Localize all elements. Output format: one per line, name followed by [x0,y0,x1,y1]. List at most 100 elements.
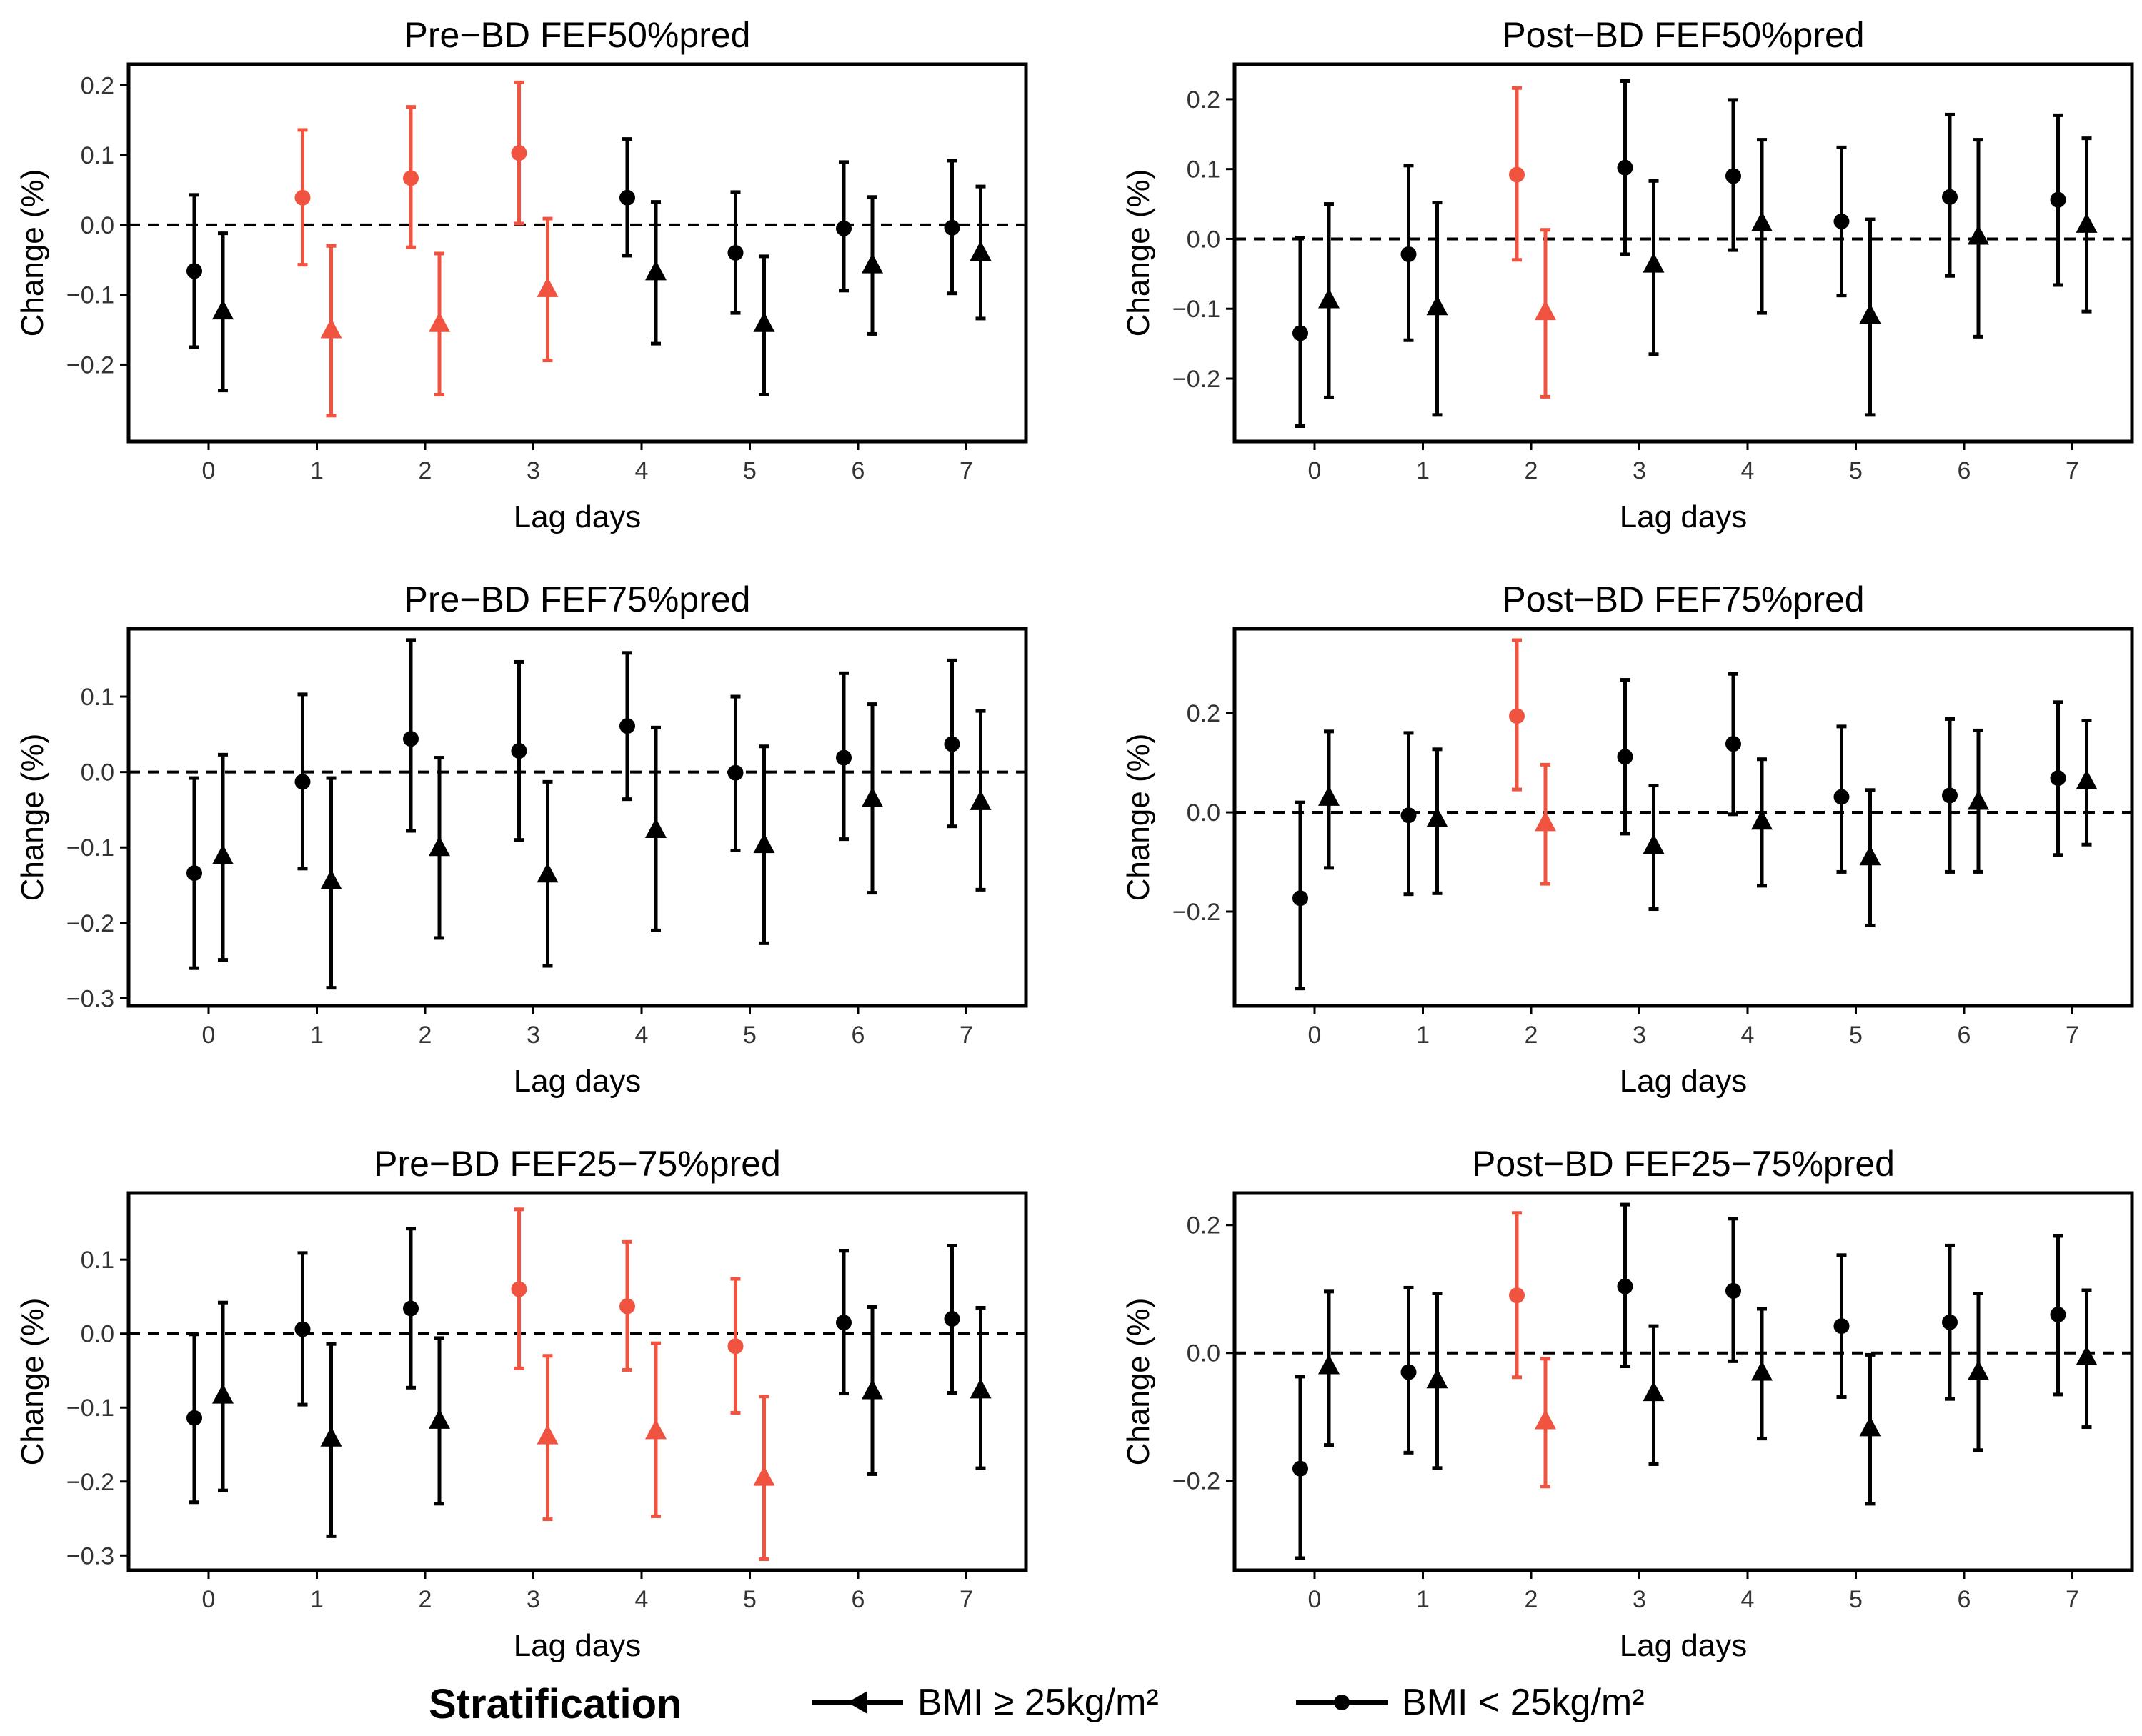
triangle-marker [1427,295,1448,315]
triangle-marker [429,312,450,332]
circle-marker [1509,1287,1525,1303]
estimate-bmi-low [1618,680,1633,834]
x-tick-label: 4 [635,1022,649,1049]
circle-marker [945,737,960,752]
estimate-bmi-low [1725,100,1741,250]
legend-label-bmi-low: BMI < 25kg/m² [1402,1681,1645,1724]
triangle-marker [754,833,775,853]
estimate-bmi-high [1427,1294,1448,1468]
triangle-marker-icon [807,1677,907,1727]
estimate-bmi-low [945,1246,960,1393]
estimate-bmi-high [970,711,992,889]
y-tick-label: −0.1 [66,1395,114,1422]
legend-title: Stratification [429,1680,682,1728]
triangle-marker [212,844,234,864]
estimate-bmi-high [1860,1355,1881,1504]
circle-marker [1834,214,1850,229]
y-tick-label: 0.2 [1187,1212,1220,1239]
triangle-marker [645,1419,667,1439]
circle-marker [836,750,852,766]
circle-marker [1401,246,1417,262]
x-axis-label: Lag days [1620,499,1748,534]
triangle-marker [1968,225,1989,245]
estimate-bmi-high [754,256,775,395]
y-tick-label: −0.2 [1172,1468,1220,1495]
triangle-marker [1968,1360,1989,1380]
estimate-bmi-low [1834,1255,1850,1397]
x-tick-label: 0 [1308,1586,1322,1613]
x-axis-label: Lag days [1620,1064,1748,1099]
estimate-bmi-high [2076,139,2098,311]
triangle-marker [2076,213,2098,233]
x-tick-label: 3 [1633,457,1646,484]
triangle-marker [1535,300,1556,320]
circle-marker [619,1298,635,1314]
estimate-bmi-high [537,1356,559,1520]
triangle-marker [1751,211,1773,231]
estimate-bmi-high [1643,1326,1665,1464]
estimate-bmi-high [1643,181,1665,354]
triangle-marker [970,790,992,810]
estimate-bmi-low [945,161,960,294]
triangle-marker [1535,1409,1556,1429]
y-tick-label: 0.2 [1187,700,1220,727]
x-tick-label: 0 [202,457,216,484]
x-tick-label: 2 [1525,1022,1538,1049]
y-axis-label: Change (%) [15,734,50,902]
estimate-bmi-high [321,778,342,988]
circle-marker [728,1338,744,1354]
triangle-marker [1427,807,1448,827]
plot-frame [1235,64,2132,442]
figure: Pre−BD FEF50%pred−0.2−0.10.00.10.20 1 2 3 4 5… [0,0,2142,1736]
y-tick-label: 0.1 [81,684,114,711]
estimate-bmi-low [1618,1204,1633,1366]
chart-panel-4: Pre−BD FEF25−75%pred−0.3−0.2−0.10.00.10 1… [15,1144,1026,1663]
estimate-bmi-high [1860,219,1881,415]
x-tick-label: 1 [1416,1586,1430,1613]
x-tick-label: 3 [527,1022,540,1049]
estimate-bmi-low [1401,1287,1417,1452]
triangle-marker [1860,304,1881,324]
legend-item-bmi-low: BMI < 25kg/m² [1292,1677,1645,1727]
estimate-bmi-high [1318,204,1340,398]
chart-panel-2: Pre−BD FEF75%pred−0.3−0.2−0.10.00.10 1 2 3 4… [15,579,1026,1099]
triangle-marker [212,1384,234,1404]
triangle-marker [1643,834,1665,854]
y-tick-label: 0.0 [1187,1340,1220,1367]
y-tick-label: −0.2 [66,351,114,379]
y-tick-label: 0.0 [81,1321,114,1348]
x-tick-label: 7 [2066,457,2079,484]
y-axis-label: Change (%) [15,1298,50,1466]
x-tick-label: 6 [1958,1586,1971,1613]
circle-marker [1942,1315,1958,1330]
plot-frame [129,1193,1026,1570]
circle-marker [295,190,311,206]
circle-marker [1942,787,1958,803]
x-tick-label: 2 [419,1022,432,1049]
estimate-bmi-low [728,697,744,850]
estimate-bmi-low [1509,88,1525,260]
estimate-bmi-low [1942,114,1958,276]
triangle-marker [1318,1355,1340,1375]
circle-marker [1834,1318,1850,1334]
triangle-marker [537,862,559,882]
circle-marker [619,190,635,206]
estimate-bmi-high [429,758,450,938]
estimate-bmi-high [537,782,559,966]
x-tick-label: 0 [202,1022,216,1049]
estimate-bmi-low [619,139,635,256]
triangle-marker [1318,786,1340,806]
circle-marker [512,743,527,759]
x-tick-label: 5 [743,457,757,484]
legend-item-bmi-high: BMI ≥ 25kg/m² [807,1677,1159,1727]
y-axis-label: Change (%) [1121,169,1156,337]
triangle-marker [1751,1360,1773,1380]
x-tick-label: 7 [2066,1586,2079,1613]
estimate-bmi-low [619,1242,635,1370]
circle-marker [2051,770,2066,786]
y-tick-label: −0.1 [66,834,114,862]
estimate-bmi-low [728,192,744,313]
x-tick-label: 1 [310,1022,324,1049]
y-tick-label: 0.2 [1187,86,1220,114]
estimate-bmi-high [862,1307,883,1474]
